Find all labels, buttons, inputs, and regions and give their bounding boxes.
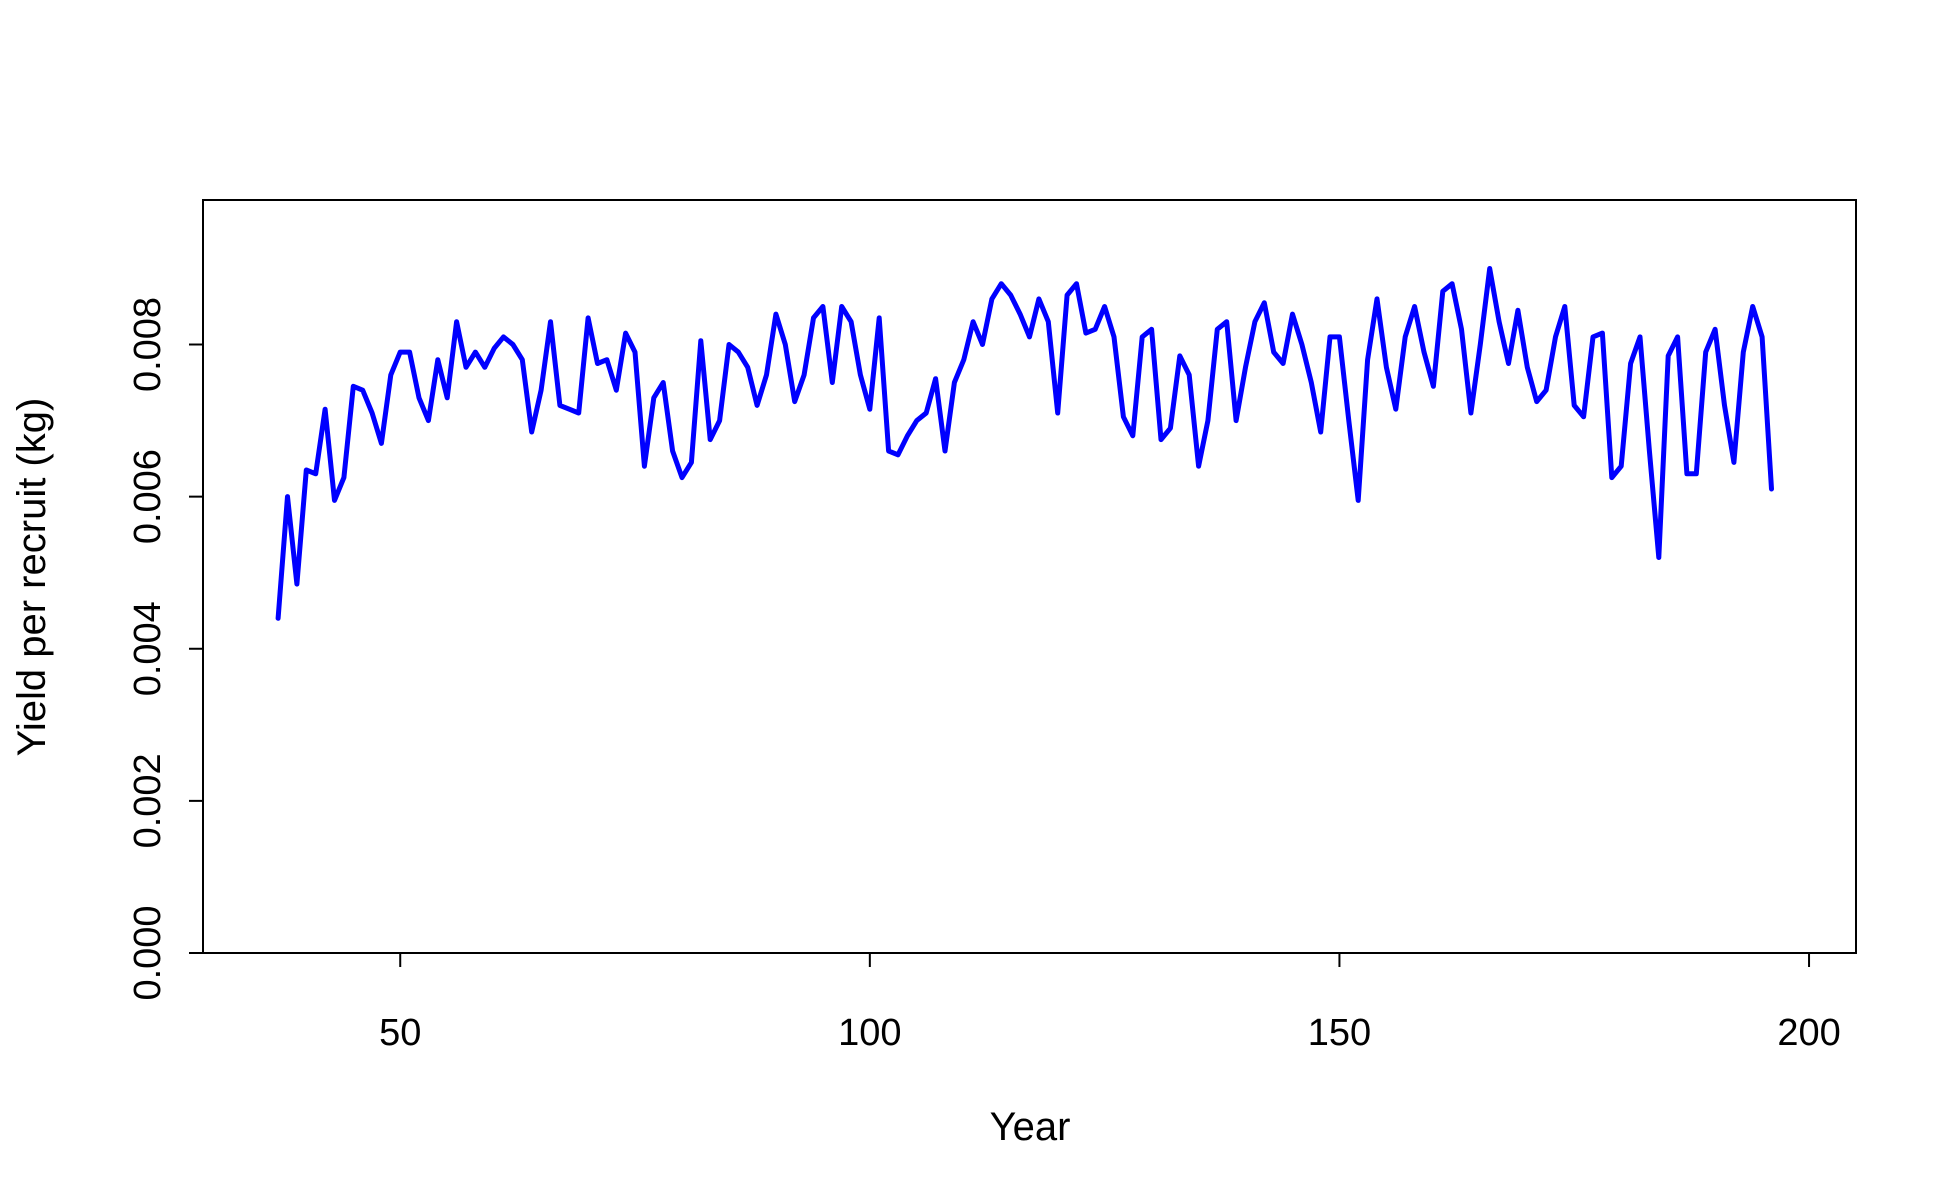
y-tick-label: 0.000 [127,905,169,1000]
y-tick-label: 0.008 [127,297,169,392]
y-tick-label: 0.004 [127,601,169,696]
x-tick-label: 200 [1777,1012,1840,1054]
plot-frame [202,199,1857,954]
series-line [275,266,1774,621]
y-tick-label: 0.002 [127,753,169,848]
x-axis-label: Year [990,1105,1071,1149]
x-tick-label: 150 [1308,1012,1371,1054]
x-tick-label: 50 [379,1012,421,1054]
y-axis-label: Yield per recruit (kg) [10,398,54,757]
y-axis: 0.000 0.002 0.004 0.006 0.008 [127,297,204,1001]
x-axis: 50 100 150 200 [379,952,1841,1054]
y-tick-label: 0.006 [127,449,169,544]
x-tick-label: 100 [838,1012,901,1054]
